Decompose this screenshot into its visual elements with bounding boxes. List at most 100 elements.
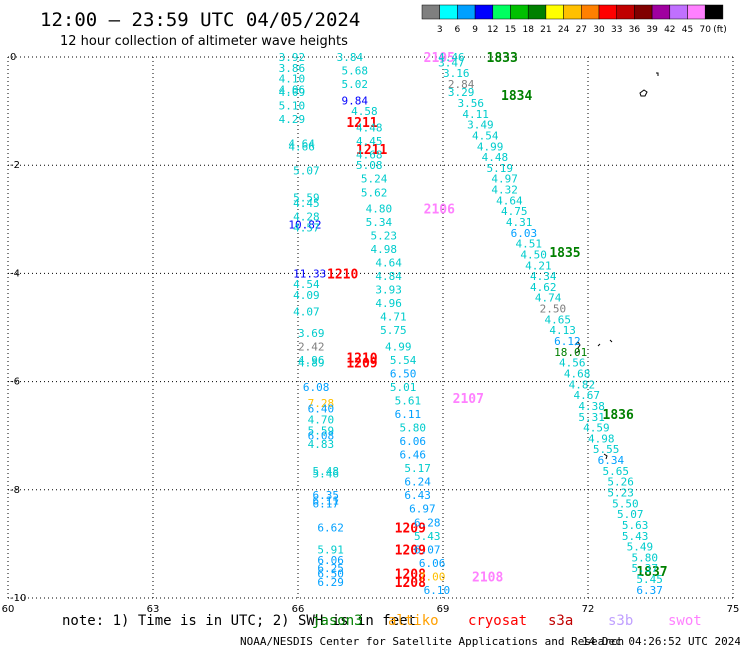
wave-height-label: 6.28 [414,516,441,529]
wave-height-label: 4.09 [279,86,306,99]
wave-height-label: 3.86 [279,62,306,75]
wave-height-label: 5.48 [313,465,340,478]
wave-height-label: 6.25 [317,562,344,575]
wave-height-label: 4.80 [366,202,393,215]
x-tick-label: 72 [582,604,595,615]
wave-height-label: 4.98 [588,432,615,445]
colorbar-label: 18 [522,25,534,35]
wave-height-label: 5.37 [632,562,659,575]
colorbar: 3 6 9 12 15 18 21 24 27 30 33 36 39 42 45 70 (ft) [421,4,727,35]
y-tick-label: -2 [10,160,20,171]
wave-height-label: 6.24 [404,476,431,489]
colorbar-swatch [598,4,617,20]
wave-height-label: 5.59 [293,192,320,205]
wave-height-label: 5.17 [404,462,431,475]
x-tick-label: 69 [437,604,450,615]
pass-label: 1209 [395,522,426,537]
wave-height-label: 6.50 [317,568,344,581]
colorbar-swatch [457,4,476,20]
wave-height-label: 4.46 [438,51,465,64]
wave-height-label: 4.07 [293,305,320,318]
wave-height-label: 4.68 [564,367,591,380]
wave-height-label: 4.65 [545,313,572,326]
wave-height-label: 2.84 [448,78,475,91]
wave-height-label: 6.06 [400,435,427,448]
wave-height-label: 2.42 [298,340,325,353]
wave-height-label: 4.54 [472,129,499,142]
wave-height-label: 4.10 [279,73,306,86]
wave-height-label: 5.43 [622,530,649,543]
island-outlines [574,72,659,460]
wave-height-label: 5.59 [308,424,335,437]
pass-label: 1208 [395,568,426,583]
wave-height-label: 3.92 [279,51,306,64]
colorbar-label: 45 [682,25,693,35]
wave-height-label: 5.45 [636,573,663,586]
wave-height-label: 4.45 [293,197,320,210]
satellite-legend: jason3 altiko cryosat s3a s3b swot [312,613,702,629]
x-tick-label: 60 [2,604,15,615]
wave-height-label: 6.08 [303,381,330,394]
colorbar-swatch [474,4,494,20]
colorbar-label: 39 [646,25,658,35]
colorbar-label: 3 [437,25,443,35]
wave-height-label: 5.08 [356,159,383,172]
wave-height-label: 4.64 [496,194,523,207]
wave-height-label: 4.21 [525,259,552,272]
wave-height-label: 4.48 [482,151,509,164]
wave-height-label: 5.63 [622,519,649,532]
wave-height-label: 3.93 [375,284,402,297]
wave-height-label: 4.45 [356,135,383,148]
wave-height-label: 4.13 [549,324,576,337]
y-tick-label: 0 [10,52,16,63]
colorbar-swatch [634,4,653,20]
wave-height-label: 4.99 [385,340,412,353]
colorbar-swatch [421,4,440,20]
pass-label: 1837 [636,565,667,580]
wave-height-label: 6.97 [409,503,436,516]
wave-height-label: 4.83 [308,438,335,451]
wave-height-label: 5.26 [607,476,634,489]
colorbar-swatch [704,4,724,20]
wave-height-label: 4.11 [462,108,489,121]
wave-height-label: 4.58 [351,105,378,118]
pass-label: 1833 [487,51,518,66]
credit-text: NOAA/NESDIS Center for Satellite Applica… [240,635,624,648]
pass-label: 2106 [424,202,455,217]
pass-label: 1210 [327,267,358,282]
wave-height-label: 4.31 [506,216,533,229]
wave-height-label: 5.07 [293,165,320,178]
wave-height-label: 5.23 [607,487,634,500]
island-shape [574,341,581,354]
wave-height-label: 5.55 [593,443,620,456]
colorbar-label: 30 [593,25,605,35]
wave-height-label: 4.28 [293,211,320,224]
wave-height-label: 4.57 [293,221,320,234]
wave-height-label: 4.06 [279,83,306,96]
x-tick-label: 66 [292,604,305,615]
wave-height-label: 4.64 [288,138,315,151]
wave-height-label: 5.75 [380,324,407,337]
wave-height-label: 10.82 [288,219,321,232]
wave-height-label: 4.71 [380,311,407,324]
x-tick-label: 75 [727,604,740,615]
wave-height-label: 4.38 [578,400,605,413]
wave-height-label: 6.37 [636,584,663,597]
wave-height-label: 4.99 [477,140,504,153]
colorbar-swatch [651,4,671,20]
wave-height-label: 5.10 [279,100,306,113]
wave-height-label: 7.00 [419,570,446,583]
wave-height-label: 6.12 [554,335,581,348]
wave-height-label: 5.01 [390,381,417,394]
colorbar-swatch [616,4,635,20]
wave-height-label: 5.23 [371,230,398,243]
wave-height-label: 5.91 [317,543,344,556]
wave-height-label: 4.70 [308,413,335,426]
wave-height-label: 5.54 [390,354,417,367]
chart-subtitle: 12 hour collection of altimeter wave hei… [60,34,348,49]
pass-label: 1834 [501,89,532,104]
pass-label: 1211 [346,116,377,131]
x-tick-label: 63 [147,604,160,615]
wave-height-label: 4.82 [569,378,596,391]
